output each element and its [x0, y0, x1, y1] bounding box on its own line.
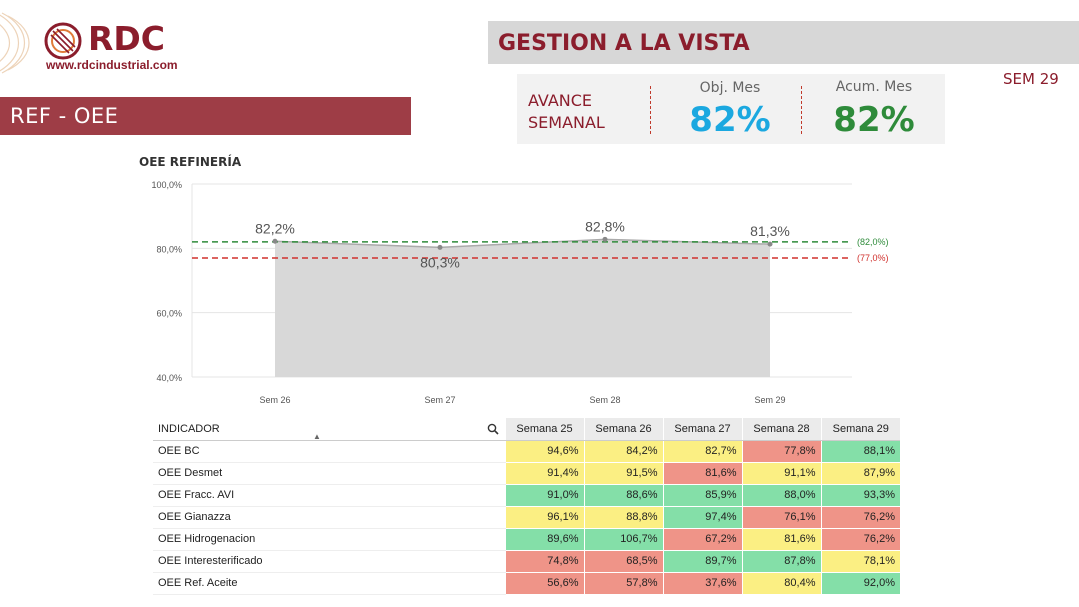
indicator-value-cell: 89,6% — [504, 528, 584, 551]
section-banner: REF - OEE — [0, 97, 411, 135]
indicator-value-cell: 92,0% — [820, 572, 900, 595]
avance-line-1: AVANCE — [528, 91, 593, 110]
indicator-value-cell: 91,1% — [741, 462, 821, 485]
indicator-value-cell: 76,2% — [820, 506, 900, 529]
indicator-name: OEE Gianazza — [153, 506, 505, 529]
indicator-value-cell: 87,9% — [820, 462, 900, 485]
indicator-value-cell: 97,4% — [662, 506, 742, 529]
oee-chart: 40,0% 60,0% 80,0% 100,0% (82,0%) (77,0%) 82,2%… — [151, 180, 889, 405]
x-tick-label: Sem 28 — [589, 395, 620, 405]
kpi-panel: AVANCE SEMANAL Obj. Mes 82% Acum. Mes 82… — [517, 74, 945, 144]
indicator-value-cell: 37,6% — [662, 572, 742, 595]
indicator-value-cell: 94,6% — [504, 440, 584, 463]
indicator-value-cell: 87,8% — [741, 550, 821, 573]
week-column-header[interactable]: Semana 25 — [504, 418, 584, 441]
table-row[interactable]: OEE BC 94,6% 84,2% 82,7% 77,8% 88,1% — [153, 440, 900, 463]
indicator-name: OEE Desmet — [153, 462, 505, 485]
indicator-name: OEE Hidrogenacion — [153, 528, 505, 551]
obj-mes-label: Obj. Mes — [699, 80, 761, 96]
brand-name: RDC — [88, 19, 166, 58]
table-row[interactable]: OEE Desmet 91,4% 91,5% 81,6% 91,1% 87,9% — [153, 462, 900, 485]
week-column-header[interactable]: Semana 28 — [741, 418, 821, 441]
data-label: 81,3% — [750, 223, 790, 239]
indicator-value-cell: 106,7% — [583, 528, 663, 551]
indicator-name: OEE Ref. Aceite — [153, 572, 505, 595]
table-row[interactable]: OEE Hidrogenacion 89,6% 106,7% 67,2% 81,6% 76… — [153, 528, 900, 551]
indicator-value-cell: 96,1% — [504, 506, 584, 529]
data-point — [272, 238, 278, 244]
week-label: SEM 29 — [1003, 70, 1059, 88]
search-icon[interactable] — [487, 423, 499, 435]
brand-url[interactable]: www.rdcindustrial.com — [46, 58, 178, 72]
indicator-value-cell: 76,2% — [820, 528, 900, 551]
avance-semanal-label: AVANCE SEMANAL — [528, 90, 605, 134]
x-tick-label: Sem 27 — [424, 395, 455, 405]
indicator-value-cell: 91,0% — [504, 484, 584, 507]
data-point — [602, 236, 608, 242]
area-fill — [275, 239, 770, 377]
indicator-header-label: INDICADOR — [158, 422, 220, 435]
x-tick-label: Sem 26 — [259, 395, 290, 405]
table-row[interactable]: OEE Fracc. AVI 91,0% 88,6% 85,9% 88,0% 93,3% — [153, 484, 900, 507]
reference-line-label: (82,0%) — [857, 237, 889, 247]
week-column-header[interactable]: Semana 27 — [662, 418, 742, 441]
table-row[interactable]: OEE Ref. Aceite 56,6% 57,8% 37,6% 80,4% 92,0% — [153, 572, 900, 595]
indicator-value-cell: 82,7% — [662, 440, 742, 463]
reference-line-label: (77,0%) — [857, 253, 889, 263]
indicator-value-cell: 76,1% — [741, 506, 821, 529]
indicator-value-cell: 91,4% — [504, 462, 584, 485]
table-header-row: INDICADOR ▲ Semana 25 Semana 26 Semana 27 S… — [153, 418, 900, 441]
data-point — [437, 244, 443, 250]
indicator-value-cell: 74,8% — [504, 550, 584, 573]
table-row[interactable]: OEE Interesterificado 74,8% 68,5% 89,7% 87,8… — [153, 550, 900, 573]
table-row[interactable]: OEE Gianazza 96,1% 88,8% 97,4% 76,1% 76,2% — [153, 506, 900, 529]
indicator-value-cell: 84,2% — [583, 440, 663, 463]
chart-title: OEE REFINERÍA — [139, 155, 242, 169]
y-tick-label: 80,0% — [156, 244, 182, 254]
obj-mes-value: 82% — [689, 100, 771, 140]
acum-mes-value: 82% — [833, 100, 915, 140]
indicator-value-cell: 88,0% — [741, 484, 821, 507]
indicator-value-cell: 78,1% — [820, 550, 900, 573]
y-tick-label: 100,0% — [151, 180, 182, 190]
week-column-header[interactable]: Semana 29 — [820, 418, 900, 441]
acum-mes-label: Acum. Mes — [835, 79, 913, 95]
indicator-value-cell: 85,9% — [662, 484, 742, 507]
kpi-divider — [650, 86, 651, 134]
indicator-name: OEE BC — [153, 440, 505, 463]
indicator-value-cell: 81,6% — [662, 462, 742, 485]
indicator-value-cell: 89,7% — [662, 550, 742, 573]
kpi-divider — [801, 86, 802, 134]
indicator-value-cell: 88,1% — [820, 440, 900, 463]
decorative-wave-icon — [0, 12, 30, 74]
indicator-value-cell: 68,5% — [583, 550, 663, 573]
indicator-value-cell: 88,8% — [583, 506, 663, 529]
data-label: 82,8% — [585, 218, 625, 234]
indicator-value-cell: 80,4% — [741, 572, 821, 595]
page-title: GESTION A LA VISTA — [488, 21, 1079, 64]
data-point — [767, 241, 773, 247]
data-label: 82,2% — [255, 220, 295, 236]
indicator-value-cell: 81,6% — [741, 528, 821, 551]
indicator-value-cell: 57,8% — [583, 572, 663, 595]
indicator-value-cell: 56,6% — [504, 572, 584, 595]
rdc-logo[interactable]: RDC www.rdcindustrial.com — [0, 8, 200, 78]
rdc-emblem-icon — [44, 22, 82, 60]
indicator-value-cell: 91,5% — [583, 462, 663, 485]
indicator-header[interactable]: INDICADOR ▲ — [153, 418, 505, 441]
indicator-name: OEE Interesterificado — [153, 550, 505, 573]
indicator-name: OEE Fracc. AVI — [153, 484, 505, 507]
indicator-value-cell: 93,3% — [820, 484, 900, 507]
sort-up-icon[interactable]: ▲ — [313, 432, 321, 441]
y-tick-label: 40,0% — [156, 373, 182, 383]
avance-line-2: SEMANAL — [528, 113, 605, 132]
indicator-value-cell: 67,2% — [662, 528, 742, 551]
y-tick-label: 60,0% — [156, 309, 182, 319]
oee-table: INDICADOR ▲ Semana 25 Semana 26 Semana 27 S… — [153, 418, 900, 595]
week-column-header[interactable]: Semana 26 — [583, 418, 663, 441]
indicator-value-cell: 88,6% — [583, 484, 663, 507]
indicator-value-cell: 77,8% — [741, 440, 821, 463]
x-tick-label: Sem 29 — [754, 395, 785, 405]
data-label: 80,3% — [420, 254, 460, 270]
